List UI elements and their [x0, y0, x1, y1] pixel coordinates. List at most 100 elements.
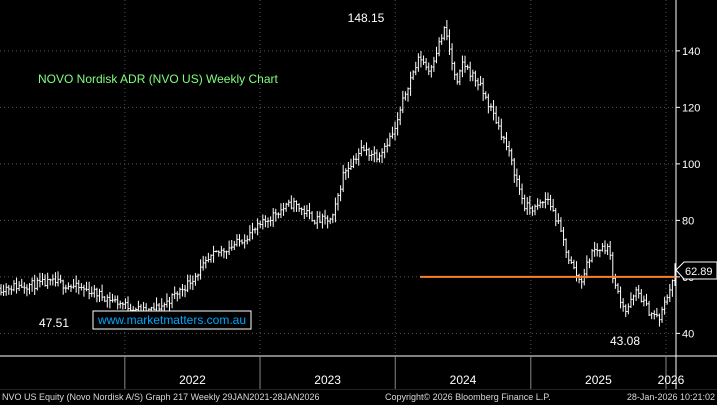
low-2025-annotation: 43.08 [610, 334, 640, 348]
price-bar [95, 287, 99, 303]
price-bar [67, 282, 70, 290]
price-bar [533, 204, 537, 216]
price-bar [500, 118, 503, 141]
price-bar [596, 243, 599, 257]
price-bar [427, 62, 430, 76]
price-bar [611, 251, 614, 284]
price-bar [570, 256, 573, 265]
price-bar [33, 274, 36, 296]
price-bar [243, 234, 246, 249]
price-bar [227, 240, 231, 256]
y-tick-label: 80 [682, 215, 694, 227]
price-bar [163, 302, 166, 311]
price-bar [347, 161, 350, 179]
price-bar [93, 285, 96, 298]
price-bar [266, 217, 270, 228]
price-bar [334, 197, 337, 223]
price-bar [484, 91, 487, 100]
price-bar [515, 168, 519, 187]
price-bar [113, 295, 117, 303]
price-bar [627, 303, 630, 315]
price-bar [367, 147, 371, 161]
price-bar [279, 203, 283, 219]
price-bar [124, 298, 127, 310]
price-bar [274, 208, 277, 222]
high-annotation: 148.15 [348, 11, 385, 25]
price-bar [202, 255, 205, 271]
price-bar [207, 252, 210, 263]
price-bar [629, 292, 633, 308]
price-bar [608, 240, 612, 260]
price-bar [544, 192, 547, 209]
price-bar [100, 284, 104, 301]
price-bar [370, 150, 373, 161]
price-bar [25, 284, 29, 297]
price-bar [191, 275, 195, 291]
price-bar [339, 185, 342, 202]
axis-layer [0, 0, 717, 389]
price-bar [90, 286, 93, 297]
price-bar [329, 217, 332, 225]
price-bar [445, 20, 449, 41]
price-bar [354, 153, 358, 164]
price-bar [111, 293, 114, 303]
price-bar [116, 295, 119, 310]
price-bar [536, 198, 539, 210]
price-bar [653, 310, 656, 320]
price-bar [137, 300, 140, 313]
price-bar [373, 146, 376, 163]
price-bar [271, 208, 275, 227]
price-bar [269, 216, 272, 227]
x-tick-label: 2022 [179, 373, 206, 387]
price-bar [401, 90, 405, 114]
price-bar [655, 307, 659, 318]
price-bar [559, 217, 563, 233]
price-bar [287, 199, 290, 207]
x-tick-label: 2023 [314, 373, 341, 387]
price-bar [481, 77, 485, 101]
price-bar [637, 285, 640, 299]
price-bar [2, 284, 5, 297]
price-bar [178, 287, 182, 299]
price-bar [432, 56, 436, 72]
price-bar [469, 61, 472, 82]
price-bar [391, 126, 394, 139]
price-bar [235, 234, 239, 247]
price-bar [20, 278, 23, 289]
price-bar [411, 70, 415, 81]
price-bar [10, 285, 13, 295]
price-bar [666, 294, 669, 305]
price-bar [238, 234, 241, 247]
grid-lines [0, 0, 676, 356]
price-bar [217, 250, 220, 257]
price-bar [518, 175, 521, 195]
last-price-label: 62.89 [685, 266, 713, 278]
price-bar [220, 245, 223, 257]
price-bar [396, 112, 399, 136]
price-bar [54, 272, 57, 287]
chart-background [0, 0, 717, 389]
price-bar [209, 254, 213, 263]
price-bar [15, 277, 18, 294]
y-tick-label: 100 [682, 159, 700, 171]
price-bar [352, 155, 355, 169]
price-bar [64, 284, 68, 293]
price-bar [378, 152, 381, 163]
price-bar [230, 239, 233, 251]
price-bar [181, 283, 184, 297]
price-bar [17, 281, 21, 292]
price-bar [310, 211, 314, 222]
price-bar [46, 272, 49, 289]
price-bar [126, 296, 130, 313]
price-bar [308, 202, 311, 220]
price-bar [303, 205, 306, 220]
price-bar [196, 273, 200, 281]
price-bar [259, 220, 262, 228]
price-bar [85, 281, 88, 292]
price-bar [189, 274, 192, 290]
price-bar [349, 158, 353, 170]
price-bar [567, 250, 570, 265]
price-bar [456, 72, 459, 85]
price-bar [295, 200, 298, 212]
